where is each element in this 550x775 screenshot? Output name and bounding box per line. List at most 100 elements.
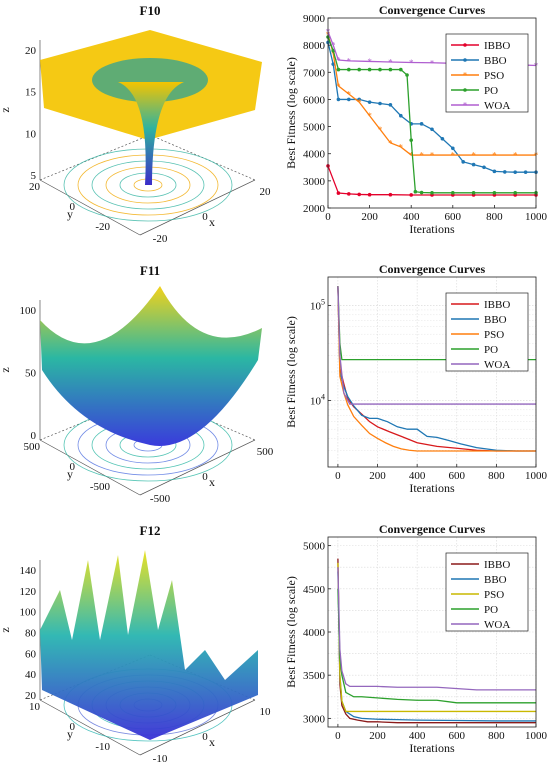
data-point: [367, 100, 372, 104]
z-axis-label: z: [0, 107, 12, 112]
z-tick-label: 10: [25, 128, 37, 140]
x-tick-label: 1000: [525, 470, 548, 482]
y-tick-label: -500: [90, 481, 111, 493]
legend-label-bbo: BBO: [484, 574, 507, 586]
x-axis-label: Iterations: [409, 741, 455, 755]
chart-3: 0 200 400 600 800 1000 3000 3500 4000 4500 5000 Con…: [284, 522, 548, 755]
data-point: [513, 191, 517, 195]
legend-label-pso: PSO: [484, 70, 504, 82]
y-tick-label: 3000: [303, 713, 326, 725]
z-tick-label: 100: [20, 305, 37, 317]
x-tick-label: 200: [369, 470, 386, 482]
z-tick-label: 120: [20, 586, 37, 598]
y-tick-label: 0: [70, 201, 76, 213]
data-point: *: [378, 125, 383, 135]
legend-label-po: PO: [484, 85, 498, 97]
x-tick-label: 600: [445, 211, 462, 223]
legend-box: [445, 292, 529, 372]
x-tick-label: 1000: [525, 730, 548, 742]
series-line-po: [337, 588, 536, 704]
legend-label-po: PO: [484, 344, 498, 356]
y-tick-label: -20: [95, 221, 110, 233]
legend-marker: *: [463, 71, 468, 81]
x-axis-line: [139, 699, 256, 756]
z-tick-label: 100: [20, 607, 37, 619]
y-axis-line: [39, 439, 141, 496]
z-axis-label: z: [0, 627, 12, 632]
data-point: *: [399, 142, 404, 152]
data-point: [378, 67, 382, 72]
x-tick-label: 0: [202, 471, 208, 483]
legend: IBBO BBO * PSO PO * WOA: [445, 33, 529, 113]
y-tick-label: 6000: [303, 94, 326, 106]
legend-label-bbo: BBO: [484, 314, 507, 326]
legend-label-ibbo: IBBO: [484, 559, 510, 571]
surface-paraboloid: [40, 286, 262, 446]
surface-bowl: [92, 58, 208, 102]
chart-title: Convergence Curves: [379, 262, 486, 276]
data-point: [357, 192, 362, 197]
data-point: *: [331, 41, 336, 51]
x-tick-label: 400: [409, 470, 426, 482]
y-axis-line: [39, 179, 141, 236]
x-axis-label: Iterations: [409, 222, 455, 236]
y-tick-label: 3000: [303, 176, 326, 188]
x-tick-label: 400: [403, 211, 420, 223]
y-tick-label: 0: [70, 461, 76, 473]
x-axis-label: x: [209, 475, 215, 489]
x-tick-label: 0: [202, 211, 208, 223]
y-tick-label: -10: [95, 741, 110, 753]
data-point: [357, 67, 362, 72]
x-tick-label: 20: [260, 186, 272, 198]
y-axis-label: y: [67, 467, 73, 481]
x-tick-label: 0: [325, 211, 331, 223]
data-point: *: [471, 151, 476, 161]
data-point: *: [388, 138, 393, 148]
y-tick-label: 104: [310, 393, 325, 408]
data-point: [405, 73, 409, 77]
x-tick-label: 0: [335, 470, 341, 482]
data-point: [336, 97, 341, 102]
data-point: [331, 62, 336, 66]
data-point: *: [336, 56, 341, 66]
x-tick-label: 0: [335, 730, 341, 742]
z-tick-label: 50: [25, 368, 37, 380]
x-tick-label: 500: [257, 446, 274, 458]
data-point: [367, 67, 372, 72]
z-tick-label: 40: [25, 669, 37, 681]
series-line-woa: [337, 286, 536, 405]
legend-label-ibbo: IBBO: [484, 40, 510, 52]
z-tick-label: 0: [31, 430, 37, 442]
data-point: [409, 193, 414, 197]
x-tick-label: 800: [488, 470, 505, 482]
x-axis-label: x: [209, 735, 215, 749]
series-line-pso: [327, 34, 536, 156]
data-point: [388, 103, 393, 107]
x-tick-label: 400: [409, 730, 426, 742]
y-tick-label: 4500: [303, 584, 326, 596]
data-point: [419, 122, 424, 126]
data-point: [513, 170, 517, 174]
x-tick-label: 200: [361, 211, 378, 223]
data-point: *: [336, 81, 341, 91]
legend-label-ibbo: IBBO: [484, 299, 510, 311]
data-point: *: [419, 151, 424, 161]
y-tick-label: 7000: [303, 67, 326, 79]
y-tick-label: 0: [70, 721, 76, 733]
data-point: *: [409, 151, 414, 161]
data-point: [378, 101, 382, 106]
data-point: [336, 191, 341, 195]
data-point: *: [430, 58, 435, 68]
data-point: *: [430, 151, 435, 161]
legend-box: [445, 552, 529, 632]
data-point: [451, 191, 455, 195]
y-axis-label: Best Fitness (log scale): [284, 57, 298, 169]
y-tick-label: 500: [24, 441, 41, 453]
z-tick-label: 5: [31, 170, 37, 182]
data-point: *: [367, 111, 372, 121]
series-line-bbo: [337, 286, 536, 452]
data-point: *: [451, 151, 456, 161]
data-point: [357, 97, 362, 102]
chart-title: Convergence Curves: [379, 522, 486, 536]
